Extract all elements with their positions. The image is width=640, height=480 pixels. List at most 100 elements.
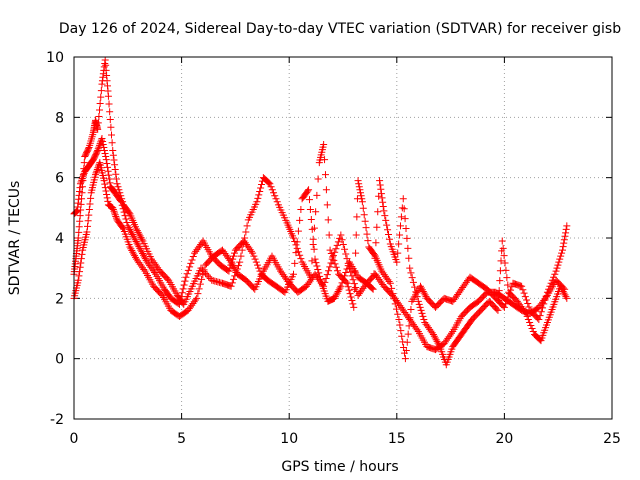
data-point (412, 288, 420, 296)
data-point (542, 293, 550, 301)
data-point (519, 286, 527, 294)
data-point (397, 213, 405, 221)
data-point (193, 294, 201, 302)
data-point (117, 198, 125, 206)
data-point (528, 325, 536, 332)
data-point (109, 151, 117, 159)
data-point (401, 215, 409, 223)
data-point (254, 194, 262, 202)
data-point (333, 267, 341, 275)
data-point (553, 264, 561, 272)
data-point (254, 261, 262, 269)
data-point (352, 231, 360, 239)
data-point (371, 254, 379, 262)
data-point (304, 187, 312, 195)
series-trace-3 (70, 159, 569, 354)
x-tick-label: 0 (70, 431, 79, 447)
data-point (182, 273, 190, 281)
data-point (345, 264, 353, 272)
data-point (353, 213, 361, 221)
data-point (96, 141, 104, 149)
data-point (337, 231, 345, 239)
data-point (320, 140, 328, 148)
data-point (555, 258, 563, 266)
data-point (561, 285, 569, 293)
data-point (93, 167, 101, 175)
data-point (559, 243, 567, 251)
data-point (140, 265, 148, 273)
data-point (196, 280, 204, 288)
data-point (106, 115, 114, 123)
data-point (110, 156, 118, 164)
data-point (78, 175, 86, 183)
data-point (536, 312, 544, 320)
data-point (109, 206, 117, 214)
data-point (556, 255, 564, 263)
data-point (357, 192, 365, 200)
data-point (187, 259, 195, 267)
data-point (100, 144, 108, 151)
data-point (364, 237, 372, 245)
data-point (112, 175, 120, 183)
data-point (497, 257, 505, 265)
data-point (379, 203, 387, 211)
data-point (320, 282, 328, 290)
data-point (266, 180, 274, 188)
data-point (250, 252, 258, 260)
data-point (385, 278, 393, 286)
data-point (228, 279, 236, 287)
data-point (332, 245, 340, 253)
data-point (341, 245, 349, 253)
data-point (77, 259, 85, 267)
data-point (100, 147, 108, 155)
data-point (95, 160, 103, 168)
data-point (380, 207, 388, 215)
data-point (338, 236, 346, 244)
data-point (97, 93, 105, 101)
data-point (102, 153, 110, 161)
data-point (503, 274, 511, 282)
data-point (312, 259, 320, 267)
data-point (104, 167, 112, 175)
data-point (348, 296, 356, 304)
data-point (79, 173, 87, 181)
data-point (296, 216, 304, 224)
data-point (93, 148, 101, 156)
data-point (84, 222, 92, 230)
data-point (394, 310, 402, 318)
data-point (381, 212, 389, 220)
data-point (354, 177, 362, 185)
data-point (334, 238, 342, 246)
data-point (236, 258, 244, 266)
data-point (75, 272, 83, 280)
data-point (363, 230, 371, 238)
data-point (273, 198, 281, 206)
y-tick-label: 6 (55, 171, 64, 187)
data-point (103, 190, 111, 198)
data-point (529, 328, 537, 336)
data-point (494, 306, 502, 314)
data-point (408, 274, 416, 282)
data-point (313, 262, 321, 270)
data-point (404, 244, 412, 252)
data-point (255, 264, 263, 272)
data-point (420, 315, 428, 323)
data-point (241, 234, 249, 242)
data-point (106, 108, 114, 116)
data-point (94, 145, 102, 153)
data-point (352, 284, 360, 292)
data-point (116, 197, 124, 205)
data-point (396, 231, 404, 239)
data-point (343, 255, 351, 263)
x-axis-label: GPS time / hours (281, 459, 398, 475)
data-point (251, 255, 259, 263)
data-point (306, 206, 314, 214)
data-point (417, 306, 425, 314)
data-point (413, 293, 421, 301)
data-point (384, 231, 392, 239)
data-point (329, 252, 337, 260)
data-point (225, 267, 233, 275)
data-point (112, 212, 120, 220)
data-point (293, 244, 301, 252)
data-point (200, 266, 208, 274)
